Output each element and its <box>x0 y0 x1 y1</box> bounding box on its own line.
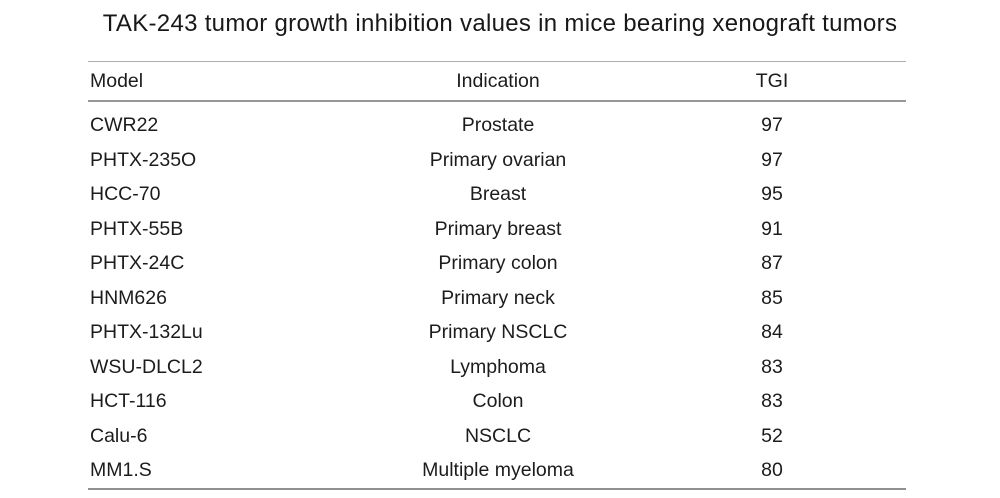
tgi-cell: 95 <box>761 183 783 206</box>
table-header-row: Model Indication TGI <box>88 61 906 102</box>
model-cell: MM1.S <box>90 459 152 482</box>
tgi-cell: 97 <box>761 148 783 171</box>
table-row: PHTX-55B Primary breast 91 <box>88 212 906 247</box>
tgi-cell: 83 <box>761 355 783 378</box>
indication-cell: Colon <box>472 390 524 413</box>
model-cell: WSU-DLCL2 <box>90 355 203 378</box>
table-row: WSU-DLCL2 Lymphoma 83 <box>88 350 906 385</box>
model-cell: PHTX-24C <box>90 252 185 275</box>
tgi-table: Model Indication TGI CWR22 Prostate 97 PHTX… <box>88 61 906 490</box>
tgi-cell: 83 <box>761 390 783 413</box>
indication-cell: Multiple myeloma <box>422 459 574 482</box>
table-row: HCT-116 Colon 83 <box>88 384 906 419</box>
tgi-cell: 80 <box>761 459 783 482</box>
model-cell: CWR22 <box>90 114 159 137</box>
table-body: CWR22 Prostate 97 PHTX-235O Primary ovarian 9… <box>88 102 906 490</box>
indication-cell: Lymphoma <box>450 355 546 378</box>
model-cell: HCT-116 <box>90 390 167 413</box>
model-cell: PHTX-235O <box>90 148 197 171</box>
column-header-tgi: TGI <box>755 70 789 92</box>
indication-cell: NSCLC <box>464 424 532 447</box>
table-row: HNM626 Primary neck 85 <box>88 281 906 316</box>
indication-cell: Primary colon <box>438 252 558 275</box>
table-row: HCC-70 Breast 95 <box>88 177 906 212</box>
table-row: PHTX-235O Primary ovarian 97 <box>88 143 906 178</box>
tgi-cell: 91 <box>761 217 783 240</box>
table-row: CWR22 Prostate 97 <box>88 108 906 143</box>
indication-cell: Breast <box>469 183 527 206</box>
indication-cell: Primary NSCLC <box>428 321 568 344</box>
page-title: TAK-243 tumor growth inhibition values i… <box>102 10 898 37</box>
indication-cell: Prostate <box>461 114 535 137</box>
model-cell: Calu-6 <box>90 424 148 447</box>
model-cell: HNM626 <box>90 286 167 309</box>
table-row: MM1.S Multiple myeloma 80 <box>88 453 906 488</box>
indication-cell: Primary ovarian <box>429 148 567 171</box>
column-header-indication: Indication <box>456 70 540 92</box>
indication-cell: Primary neck <box>441 286 555 309</box>
tgi-cell: 85 <box>761 286 783 309</box>
tgi-cell: 87 <box>761 252 783 275</box>
table-row: PHTX-132Lu Primary NSCLC 84 <box>88 315 906 350</box>
table-row: Calu-6 NSCLC 52 <box>88 419 906 454</box>
indication-cell: Primary breast <box>434 217 562 240</box>
tgi-cell: 97 <box>761 114 783 137</box>
model-cell: PHTX-55B <box>90 217 184 240</box>
tgi-cell: 84 <box>761 321 783 344</box>
table-row: PHTX-24C Primary colon 87 <box>88 246 906 281</box>
tgi-cell: 52 <box>761 424 783 447</box>
model-cell: HCC-70 <box>90 183 161 206</box>
model-cell: PHTX-132Lu <box>90 321 203 344</box>
column-header-model: Model <box>90 70 144 92</box>
